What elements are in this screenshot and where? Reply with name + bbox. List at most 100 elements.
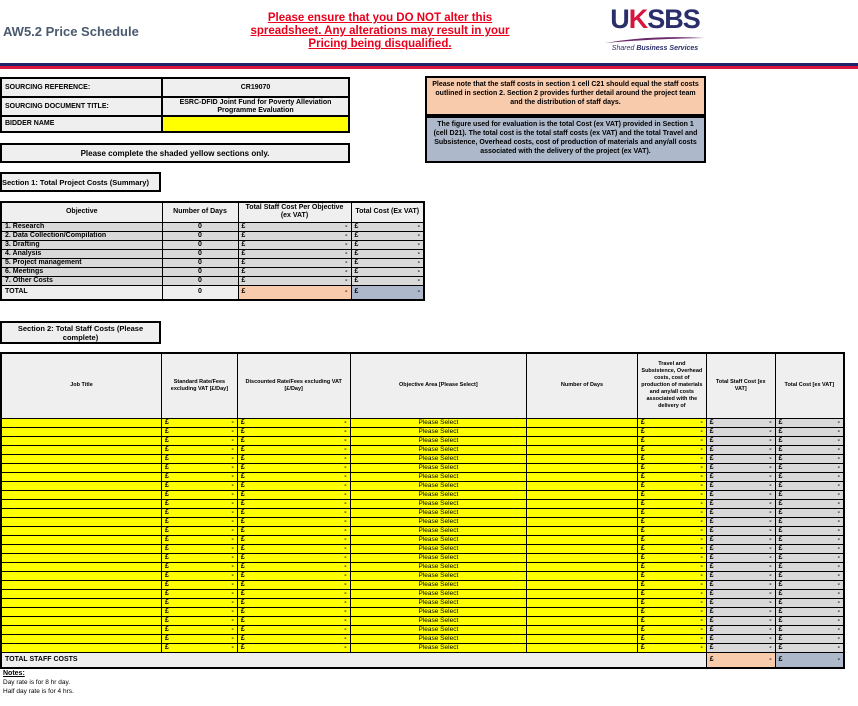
travel-costs-input[interactable]: £ - — [636, 579, 707, 590]
discounted-rate-input[interactable]: £ - — [236, 489, 351, 500]
discounted-rate-input[interactable]: £ - — [236, 597, 351, 608]
travel-costs-input[interactable]: £ - — [636, 543, 707, 554]
days-input[interactable] — [526, 507, 638, 518]
days-input[interactable] — [526, 588, 638, 599]
travel-costs-input[interactable]: £ - — [636, 561, 707, 572]
objective-area-select[interactable]: Please Select — [349, 444, 528, 455]
travel-costs-input[interactable]: £ - — [636, 534, 707, 545]
discounted-rate-input[interactable]: £ - — [236, 579, 351, 590]
discounted-rate-input[interactable]: £ - — [236, 633, 351, 644]
days-input[interactable] — [526, 435, 638, 446]
travel-costs-input[interactable]: £ - — [636, 642, 707, 653]
standard-rate-input[interactable]: £ - — [161, 444, 238, 455]
job-title-input[interactable] — [0, 462, 163, 473]
discounted-rate-input[interactable]: £ - — [236, 606, 351, 617]
days-input[interactable] — [526, 525, 638, 536]
discounted-rate-input[interactable]: £ - — [236, 615, 351, 626]
job-title-input[interactable] — [0, 525, 163, 536]
days-input[interactable] — [526, 615, 638, 626]
objective-area-select[interactable]: Please Select — [349, 570, 528, 581]
days-input[interactable] — [526, 516, 638, 527]
objective-area-select[interactable]: Please Select — [349, 435, 528, 446]
standard-rate-input[interactable]: £ - — [161, 471, 238, 482]
objective-area-select[interactable]: Please Select — [349, 633, 528, 644]
standard-rate-input[interactable]: £ - — [161, 426, 238, 437]
days-input[interactable] — [526, 561, 638, 572]
objective-area-select[interactable]: Please Select — [349, 507, 528, 518]
travel-costs-input[interactable]: £ - — [636, 615, 707, 626]
travel-costs-input[interactable]: £ - — [636, 462, 707, 473]
days-input[interactable] — [526, 570, 638, 581]
objective-area-select[interactable]: Please Select — [349, 462, 528, 473]
objective-area-select[interactable]: Please Select — [349, 480, 528, 491]
travel-costs-input[interactable]: £ - — [636, 516, 707, 527]
discounted-rate-input[interactable]: £ - — [236, 435, 351, 446]
discounted-rate-input[interactable]: £ - — [236, 426, 351, 437]
job-title-input[interactable] — [0, 579, 163, 590]
discounted-rate-input[interactable]: £ - — [236, 588, 351, 599]
standard-rate-input[interactable]: £ - — [161, 561, 238, 572]
travel-costs-input[interactable]: £ - — [636, 570, 707, 581]
job-title-input[interactable] — [0, 426, 163, 437]
objective-area-select[interactable]: Please Select — [349, 624, 528, 635]
days-input[interactable] — [526, 642, 638, 653]
days-input[interactable] — [526, 489, 638, 500]
travel-costs-input[interactable]: £ - — [636, 489, 707, 500]
travel-costs-input[interactable]: £ - — [636, 471, 707, 482]
travel-costs-input[interactable]: £ - — [636, 624, 707, 635]
travel-costs-input[interactable]: £ - — [636, 417, 707, 428]
standard-rate-input[interactable]: £ - — [161, 507, 238, 518]
discounted-rate-input[interactable]: £ - — [236, 534, 351, 545]
days-input[interactable] — [526, 624, 638, 635]
objective-area-select[interactable]: Please Select — [349, 471, 528, 482]
travel-costs-input[interactable]: £ - — [636, 525, 707, 536]
travel-costs-input[interactable]: £ - — [636, 507, 707, 518]
discounted-rate-input[interactable]: £ - — [236, 471, 351, 482]
travel-costs-input[interactable]: £ - — [636, 633, 707, 644]
standard-rate-input[interactable]: £ - — [161, 597, 238, 608]
job-title-input[interactable] — [0, 642, 163, 653]
standard-rate-input[interactable]: £ - — [161, 435, 238, 446]
travel-costs-input[interactable]: £ - — [636, 588, 707, 599]
standard-rate-input[interactable]: £ - — [161, 606, 238, 617]
days-input[interactable] — [526, 552, 638, 563]
objective-area-select[interactable]: Please Select — [349, 543, 528, 554]
travel-costs-input[interactable]: £ - — [636, 453, 707, 464]
discounted-rate-input[interactable]: £ - — [236, 624, 351, 635]
travel-costs-input[interactable]: £ - — [636, 444, 707, 455]
travel-costs-input[interactable]: £ - — [636, 498, 707, 509]
travel-costs-input[interactable]: £ - — [636, 480, 707, 491]
job-title-input[interactable] — [0, 588, 163, 599]
days-input[interactable] — [526, 417, 638, 428]
days-input[interactable] — [526, 462, 638, 473]
discounted-rate-input[interactable]: £ - — [236, 525, 351, 536]
objective-area-select[interactable]: Please Select — [349, 615, 528, 626]
objective-area-select[interactable]: Please Select — [349, 489, 528, 500]
discounted-rate-input[interactable]: £ - — [236, 507, 351, 518]
objective-area-select[interactable]: Please Select — [349, 642, 528, 653]
days-input[interactable] — [526, 480, 638, 491]
objective-area-select[interactable]: Please Select — [349, 597, 528, 608]
job-title-input[interactable] — [0, 417, 163, 428]
objective-area-select[interactable]: Please Select — [349, 588, 528, 599]
job-title-input[interactable] — [0, 633, 163, 644]
standard-rate-input[interactable]: £ - — [161, 525, 238, 536]
discounted-rate-input[interactable]: £ - — [236, 498, 351, 509]
job-title-input[interactable] — [0, 516, 163, 527]
job-title-input[interactable] — [0, 435, 163, 446]
discounted-rate-input[interactable]: £ - — [236, 561, 351, 572]
standard-rate-input[interactable]: £ - — [161, 498, 238, 509]
days-input[interactable] — [526, 444, 638, 455]
days-input[interactable] — [526, 534, 638, 545]
job-title-input[interactable] — [0, 507, 163, 518]
standard-rate-input[interactable]: £ - — [161, 489, 238, 500]
standard-rate-input[interactable]: £ - — [161, 579, 238, 590]
job-title-input[interactable] — [0, 606, 163, 617]
objective-area-select[interactable]: Please Select — [349, 417, 528, 428]
standard-rate-input[interactable]: £ - — [161, 453, 238, 464]
job-title-input[interactable] — [0, 615, 163, 626]
objective-area-select[interactable]: Please Select — [349, 552, 528, 563]
objective-area-select[interactable]: Please Select — [349, 426, 528, 437]
standard-rate-input[interactable]: £ - — [161, 570, 238, 581]
job-title-input[interactable] — [0, 543, 163, 554]
